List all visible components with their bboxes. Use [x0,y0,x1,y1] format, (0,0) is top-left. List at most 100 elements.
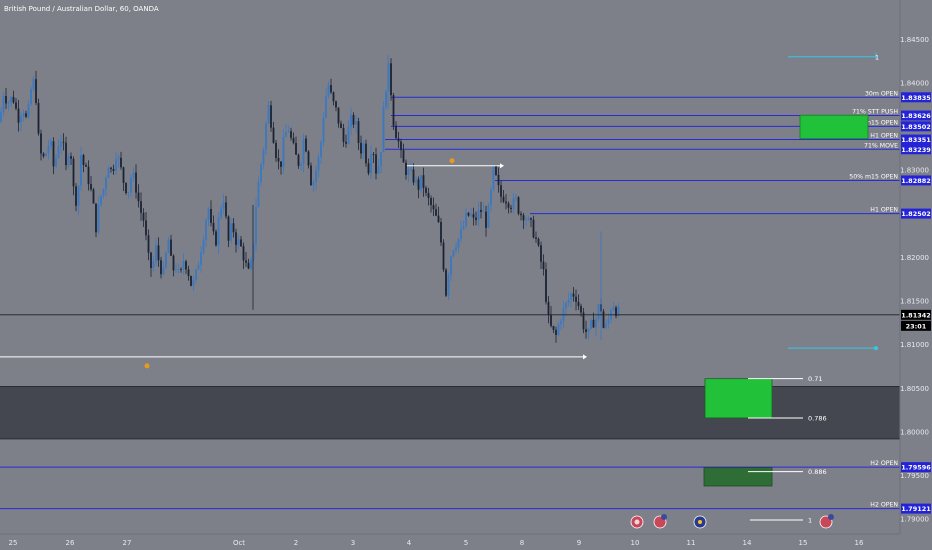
candle [180,268,182,270]
level-price-tag [901,503,931,514]
event-icon-uk-2[interactable] [819,514,834,529]
level-price-tag [901,134,931,145]
candle [550,314,552,326]
candle [217,217,220,246]
symbol-title[interactable]: British Pound / Australian Dollar, 60, O… [4,5,159,13]
candle [530,218,532,220]
candle [490,189,492,206]
candle [587,328,590,332]
countdown-tag [901,320,931,331]
candle [572,293,575,297]
candle [607,319,610,324]
green-zone[interactable] [704,378,773,419]
candle [360,142,362,154]
candle [142,212,145,221]
x-tick-label: 11 [687,539,696,547]
top-green-zone[interactable] [799,114,869,140]
current-price-tag [901,309,931,320]
candle [192,279,195,286]
candle [442,242,445,270]
candle [75,186,77,206]
candle [385,91,387,107]
candle [592,319,595,328]
candle [555,329,557,335]
candle [540,245,542,262]
candle [297,154,300,166]
level-price-tag-text: 1.83239 [901,146,931,154]
candle [220,208,222,218]
candle [502,196,505,202]
candle [25,113,27,117]
candle [30,89,32,105]
candle [595,318,597,328]
dark-green-zone[interactable] [703,467,773,487]
x-tick-label: 2 [294,539,298,547]
candle [495,166,497,175]
candle [72,158,75,187]
level-price-tag [901,121,931,132]
event-icon-uk[interactable] [630,515,644,529]
candle [92,189,95,204]
candle [375,154,377,174]
candle [235,232,237,245]
candle [292,137,295,144]
candle [87,166,90,185]
time-scale[interactable] [0,534,932,550]
candle [552,325,555,330]
level-price-tag-text: 1.83835 [901,94,931,102]
candle [510,207,512,209]
candle [597,304,600,319]
level-price-tag [901,144,931,155]
candle [327,85,330,97]
candle [407,169,410,175]
candle [307,151,310,166]
marker-icon [449,158,455,164]
candle [202,240,205,253]
candle [355,121,357,125]
arrow-lower-head [583,354,587,360]
price-scale[interactable] [900,0,932,534]
level-price-tag [901,175,931,186]
level-label: 71% STT PUSH [852,109,898,116]
candle [62,141,65,143]
candle [560,321,562,325]
candle [65,142,67,166]
candle [387,63,390,92]
level-price-tag-text: 1.79121 [901,505,931,513]
event-icon-au[interactable] [693,515,707,529]
candle [382,106,385,153]
candle [352,114,355,125]
candle [500,185,502,197]
candle [70,156,72,159]
candle [97,204,100,233]
candle [320,142,322,157]
candle [542,261,545,270]
level-label: H2 OPEN [870,460,898,467]
level-price-tag [901,208,931,219]
candle [332,92,335,102]
candle [347,126,350,144]
y-tick-label: 1.84000 [900,79,929,87]
candle [165,252,167,268]
candle [457,238,460,248]
candle [357,121,360,143]
candle [195,269,197,280]
candle [402,150,405,163]
fib-label: 0.786 [808,414,827,422]
candle [425,187,427,193]
level-label: 30m OPEN [865,90,898,97]
candle [522,215,525,221]
candle [80,155,82,186]
candle [177,268,180,270]
candle [325,96,327,118]
candle [112,168,115,171]
fib-label: 0.886 [808,468,827,476]
fib-label: 0.71 [808,375,822,383]
level-label: 50% m15 OPEN [849,173,898,180]
candle [110,167,112,169]
event-icon-uk-group[interactable] [653,514,667,529]
candle [107,167,110,179]
candle [57,146,60,158]
